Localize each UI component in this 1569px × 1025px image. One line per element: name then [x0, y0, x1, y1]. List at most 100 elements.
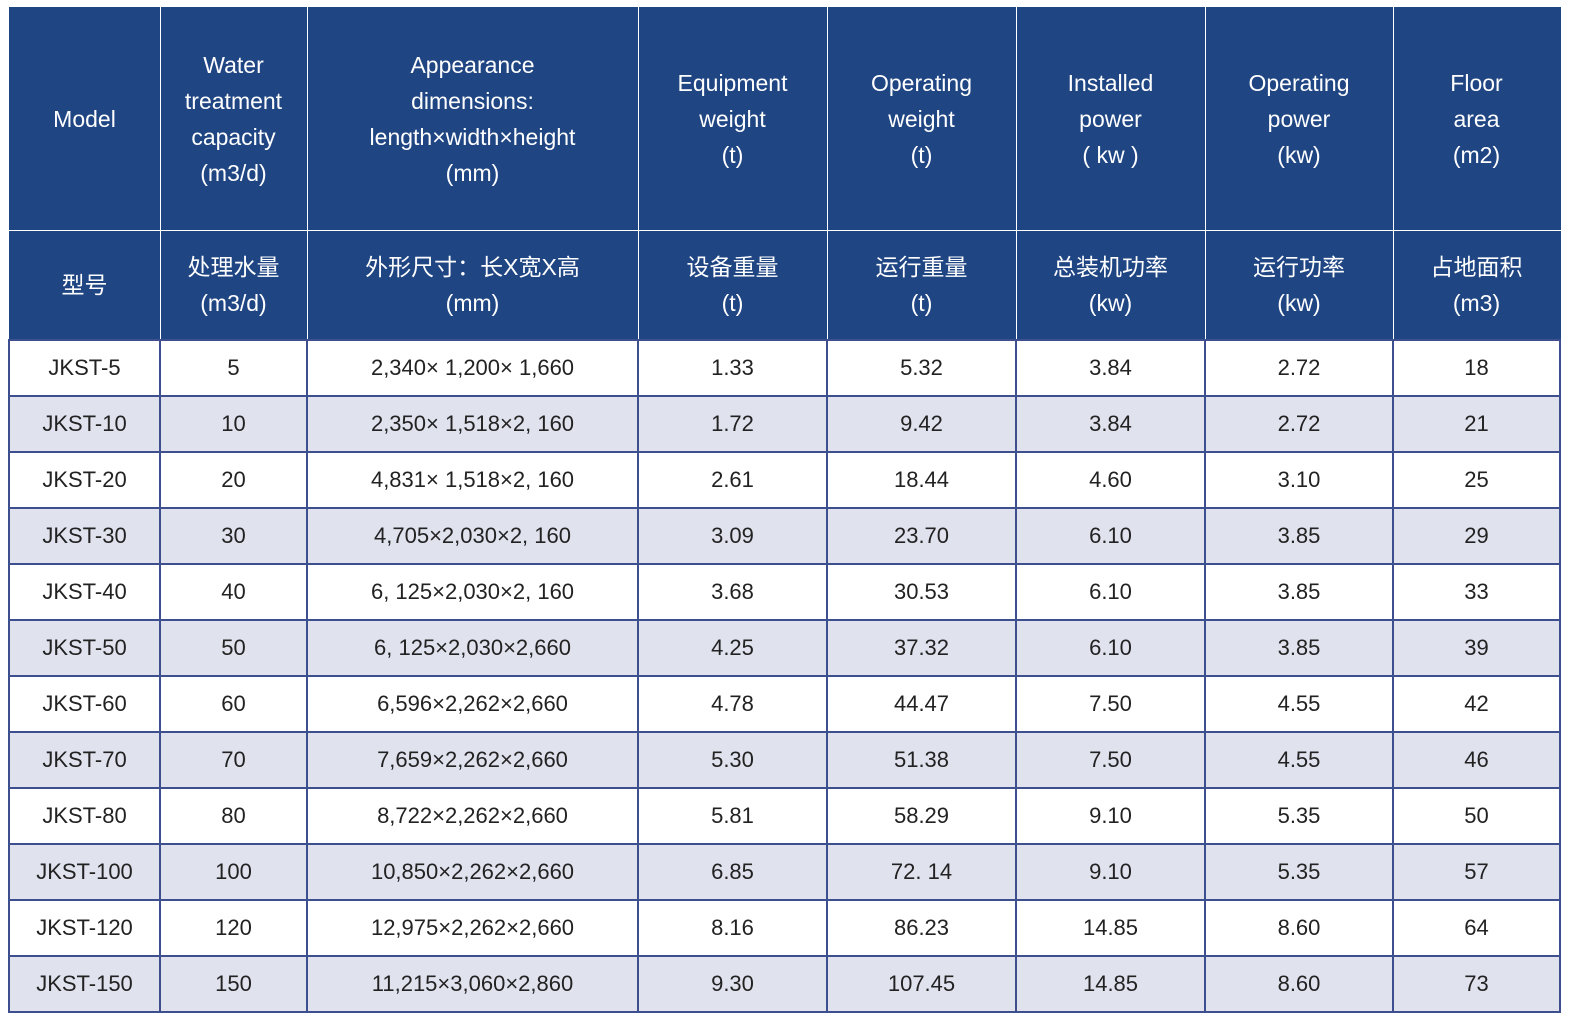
- header-line: (kw): [1277, 290, 1321, 316]
- table-cell-floor-area: 21: [1392, 395, 1561, 453]
- table-cell-equipment-weight: 1.33: [637, 339, 828, 397]
- header-cell-equipment-weight-zh: 设备重量 (t): [637, 230, 828, 341]
- table-cell-dimensions: 10,850×2,262×2,660: [306, 843, 639, 901]
- table-cell-operating-power: 5.35: [1204, 843, 1394, 901]
- header-line: 型号: [61, 272, 108, 298]
- table-row: JKST-100 100 10,850×2,262×2,660 6.85 72. 14 9…: [8, 843, 1561, 901]
- header-line: (m3/d): [200, 160, 267, 186]
- header-line: power: [1079, 106, 1142, 132]
- header-line: power: [1267, 106, 1331, 132]
- header-line: area: [1453, 106, 1500, 132]
- header-cell-operating-power-en: Operating power (kw): [1204, 7, 1394, 231]
- header-line: Water: [203, 52, 264, 78]
- table-cell-floor-area: 39: [1392, 619, 1561, 677]
- table-row: JKST-60 60 6,596×2,262×2,660 4.78 44.47 7.50 4…: [8, 675, 1561, 733]
- header-row-chinese: 型号 处理水量 (m3/d) 外形尺寸：长X宽X高 (mm) 设备重量 (t) 运行重量 (t)…: [8, 230, 1561, 341]
- table-cell-floor-area: 73: [1392, 955, 1561, 1013]
- header-cell-operating-weight-en: Operating weight (t): [826, 7, 1017, 231]
- table-cell-model: JKST-100: [8, 843, 161, 901]
- header-line: weight: [888, 106, 955, 132]
- table-row: JKST-150 150 11,215×3,060×2,860 9.30 107.45 1…: [8, 955, 1561, 1013]
- header-cell-equipment-weight-en: Equipment weight (t): [637, 7, 828, 231]
- table-cell-installed-power: 4.60: [1015, 451, 1206, 509]
- header-line: treatment: [184, 88, 283, 114]
- table-cell-capacity: 20: [159, 451, 308, 509]
- header-line: (t): [910, 142, 933, 168]
- header-line: Operating: [870, 70, 972, 96]
- table-cell-installed-power: 14.85: [1015, 899, 1206, 957]
- header-line: (m3): [1452, 290, 1501, 316]
- header-line: 处理水量: [187, 254, 280, 280]
- table-cell-floor-area: 18: [1392, 339, 1561, 397]
- table-cell-operating-power: 3.85: [1204, 507, 1394, 565]
- header-line: 占地面积: [1430, 254, 1523, 280]
- header-line: (t): [721, 142, 744, 168]
- table-cell-equipment-weight: 8.16: [637, 899, 828, 957]
- table-cell-model: JKST-80: [8, 787, 161, 845]
- table-cell-equipment-weight: 4.78: [637, 675, 828, 733]
- header-cell-model-en: Model: [8, 7, 161, 231]
- table-cell-floor-area: 46: [1392, 731, 1561, 789]
- table-row: JKST-70 70 7,659×2,262×2,660 5.30 51.38 7.50 4…: [8, 731, 1561, 789]
- header-cell-model-zh: 型号: [8, 230, 161, 341]
- table-cell-dimensions: 12,975×2,262×2,660: [306, 899, 639, 957]
- table-cell-dimensions: 4,705×2,030×2, 160: [306, 507, 639, 565]
- table-cell-capacity: 70: [159, 731, 308, 789]
- table-row: JKST-80 80 8,722×2,262×2,660 5.81 58.29 9.10 5…: [8, 787, 1561, 845]
- header-line: dimensions:: [411, 88, 534, 114]
- header-row-english: Model Water treatment capacity (m3/d) Appeara…: [8, 7, 1561, 231]
- table-cell-operating-power: 2.72: [1204, 339, 1394, 397]
- table-cell-dimensions: 6, 125×2,030×2, 160: [306, 563, 639, 621]
- header-cell-installed-power-en: Installed power ( kw ): [1015, 7, 1206, 231]
- table-cell-dimensions: 6,596×2,262×2,660: [306, 675, 639, 733]
- table-row: JKST-5 5 2,340× 1,200× 1,660 1.33 5.32 3.84 2.…: [8, 339, 1561, 397]
- header-line: Floor: [1450, 70, 1503, 96]
- header-line: (t): [721, 290, 744, 316]
- table-cell-model: JKST-10: [8, 395, 161, 453]
- table-cell-operating-weight: 107.45: [826, 955, 1017, 1013]
- table-row: JKST-30 30 4,705×2,030×2, 160 3.09 23.70 6.10…: [8, 507, 1561, 565]
- table-header: Model Water treatment capacity (m3/d) Appeara…: [8, 7, 1561, 341]
- header-cell-dimensions-en: Appearance dimensions: length×width×height…: [306, 7, 639, 231]
- header-line: 设备重量: [686, 254, 779, 280]
- header-cell-capacity-en: Water treatment capacity (m3/d): [159, 7, 308, 231]
- table-cell-equipment-weight: 5.30: [637, 731, 828, 789]
- table-cell-capacity: 80: [159, 787, 308, 845]
- table-cell-operating-weight: 30.53: [826, 563, 1017, 621]
- table-cell-operating-power: 8.60: [1204, 955, 1394, 1013]
- header-line: 运行功率: [1253, 254, 1345, 280]
- table-cell-capacity: 5: [159, 339, 308, 397]
- table-cell-installed-power: 6.10: [1015, 507, 1206, 565]
- header-cell-dimensions-zh: 外形尺寸：长X宽X高 (mm): [306, 230, 639, 341]
- table-cell-floor-area: 33: [1392, 563, 1561, 621]
- table-cell-model: JKST-70: [8, 731, 161, 789]
- table-cell-floor-area: 50: [1392, 787, 1561, 845]
- table-cell-capacity: 100: [159, 843, 308, 901]
- table-cell-operating-weight: 23.70: [826, 507, 1017, 565]
- header-line: (mm): [445, 290, 500, 316]
- table-cell-installed-power: 14.85: [1015, 955, 1206, 1013]
- table-cell-capacity: 60: [159, 675, 308, 733]
- header-line: (m2): [1452, 142, 1501, 168]
- header-line: Operating: [1248, 70, 1350, 96]
- header-line: (mm): [445, 160, 500, 186]
- table-cell-equipment-weight: 9.30: [637, 955, 828, 1013]
- table-row: JKST-40 40 6, 125×2,030×2, 160 3.68 30.53 6.1…: [8, 563, 1561, 621]
- table-cell-operating-weight: 18.44: [826, 451, 1017, 509]
- table-cell-operating-power: 2.72: [1204, 395, 1394, 453]
- table-cell-dimensions: 4,831× 1,518×2, 160: [306, 451, 639, 509]
- table-cell-floor-area: 57: [1392, 843, 1561, 901]
- table-cell-model: JKST-120: [8, 899, 161, 957]
- table-cell-installed-power: 7.50: [1015, 731, 1206, 789]
- table-cell-operating-weight: 86.23: [826, 899, 1017, 957]
- table-cell-equipment-weight: 1.72: [637, 395, 828, 453]
- table-cell-dimensions: 6, 125×2,030×2,660: [306, 619, 639, 677]
- table-cell-capacity: 10: [159, 395, 308, 453]
- table-cell-equipment-weight: 3.68: [637, 563, 828, 621]
- table-cell-model: JKST-150: [8, 955, 161, 1013]
- header-line: (m3/d): [200, 290, 267, 316]
- header-line: Appearance: [410, 52, 535, 78]
- table-cell-operating-weight: 72. 14: [826, 843, 1017, 901]
- table-cell-equipment-weight: 2.61: [637, 451, 828, 509]
- table-cell-capacity: 40: [159, 563, 308, 621]
